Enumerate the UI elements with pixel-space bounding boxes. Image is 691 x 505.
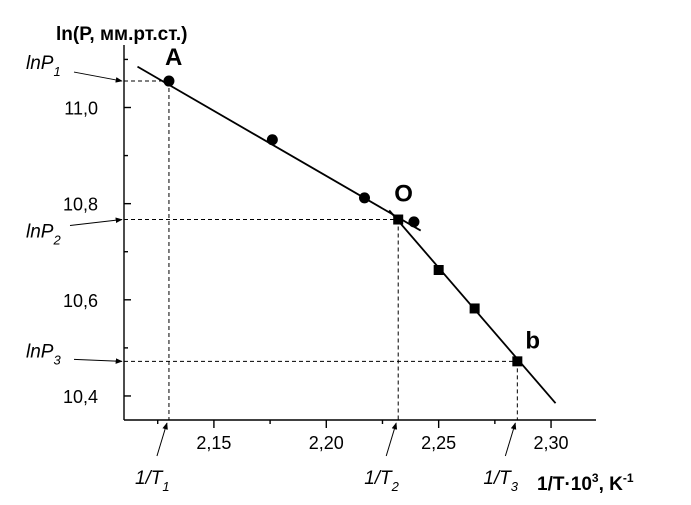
x-annotation-label: 1/T3 xyxy=(483,468,518,494)
data-point-square xyxy=(469,303,480,314)
y-annotation-arrow xyxy=(73,358,123,364)
guide-lines xyxy=(124,80,518,420)
y-annotation-label: lnP2 xyxy=(26,222,61,248)
x-tick-label: 2,20 xyxy=(309,433,344,453)
y-tick-label: 10,6 xyxy=(63,291,98,311)
labels: ln(P, мм.рт.ст.) 1/T·103, K-1 A Ob lnP1 lnP2 l… xyxy=(26,24,634,495)
y-annotation-label: lnP1 xyxy=(26,53,61,79)
x-tick-label: 2,30 xyxy=(534,433,569,453)
data-point-square xyxy=(433,265,444,275)
x-annotation-arrow xyxy=(156,422,168,457)
axes: 2,15 2,20 2,25 2,30 10,4 10,6 10,8 11,0 xyxy=(63,45,596,453)
data-point-circle xyxy=(163,75,175,87)
point-label: O xyxy=(394,181,413,208)
data-points xyxy=(163,75,523,367)
x-tick-label: 2,15 xyxy=(196,433,231,453)
data-point-square xyxy=(393,214,404,225)
y-tick-label: 10,4 xyxy=(63,387,98,407)
y-annotation-arrow xyxy=(69,217,123,227)
x-annotation-label: 1/T1 xyxy=(135,468,170,494)
x-annotation-arrow xyxy=(385,422,398,457)
x-annotation-arrow xyxy=(504,422,517,457)
data-point-circle xyxy=(408,216,420,228)
y-tick-label: 10,8 xyxy=(63,195,98,215)
data-point-circle xyxy=(266,134,278,146)
data-point-circle xyxy=(358,192,370,204)
data-point-square xyxy=(512,356,523,367)
y-axis-title: ln(P, мм.рт.ст.) xyxy=(56,24,187,45)
x-axis-title: 1/T·103, K-1 xyxy=(537,471,634,495)
point-label: b xyxy=(525,327,540,354)
point-label: A xyxy=(165,44,182,71)
fit-lines xyxy=(137,65,557,404)
y-annotation-arrow xyxy=(73,71,123,83)
x-tick-label: 2,25 xyxy=(421,433,456,453)
x-annotation-label: 1/T2 xyxy=(364,468,399,494)
fit-line xyxy=(137,65,422,232)
y-annotation-label: lnP3 xyxy=(26,341,61,367)
y-tick-label: 11,0 xyxy=(64,99,98,119)
